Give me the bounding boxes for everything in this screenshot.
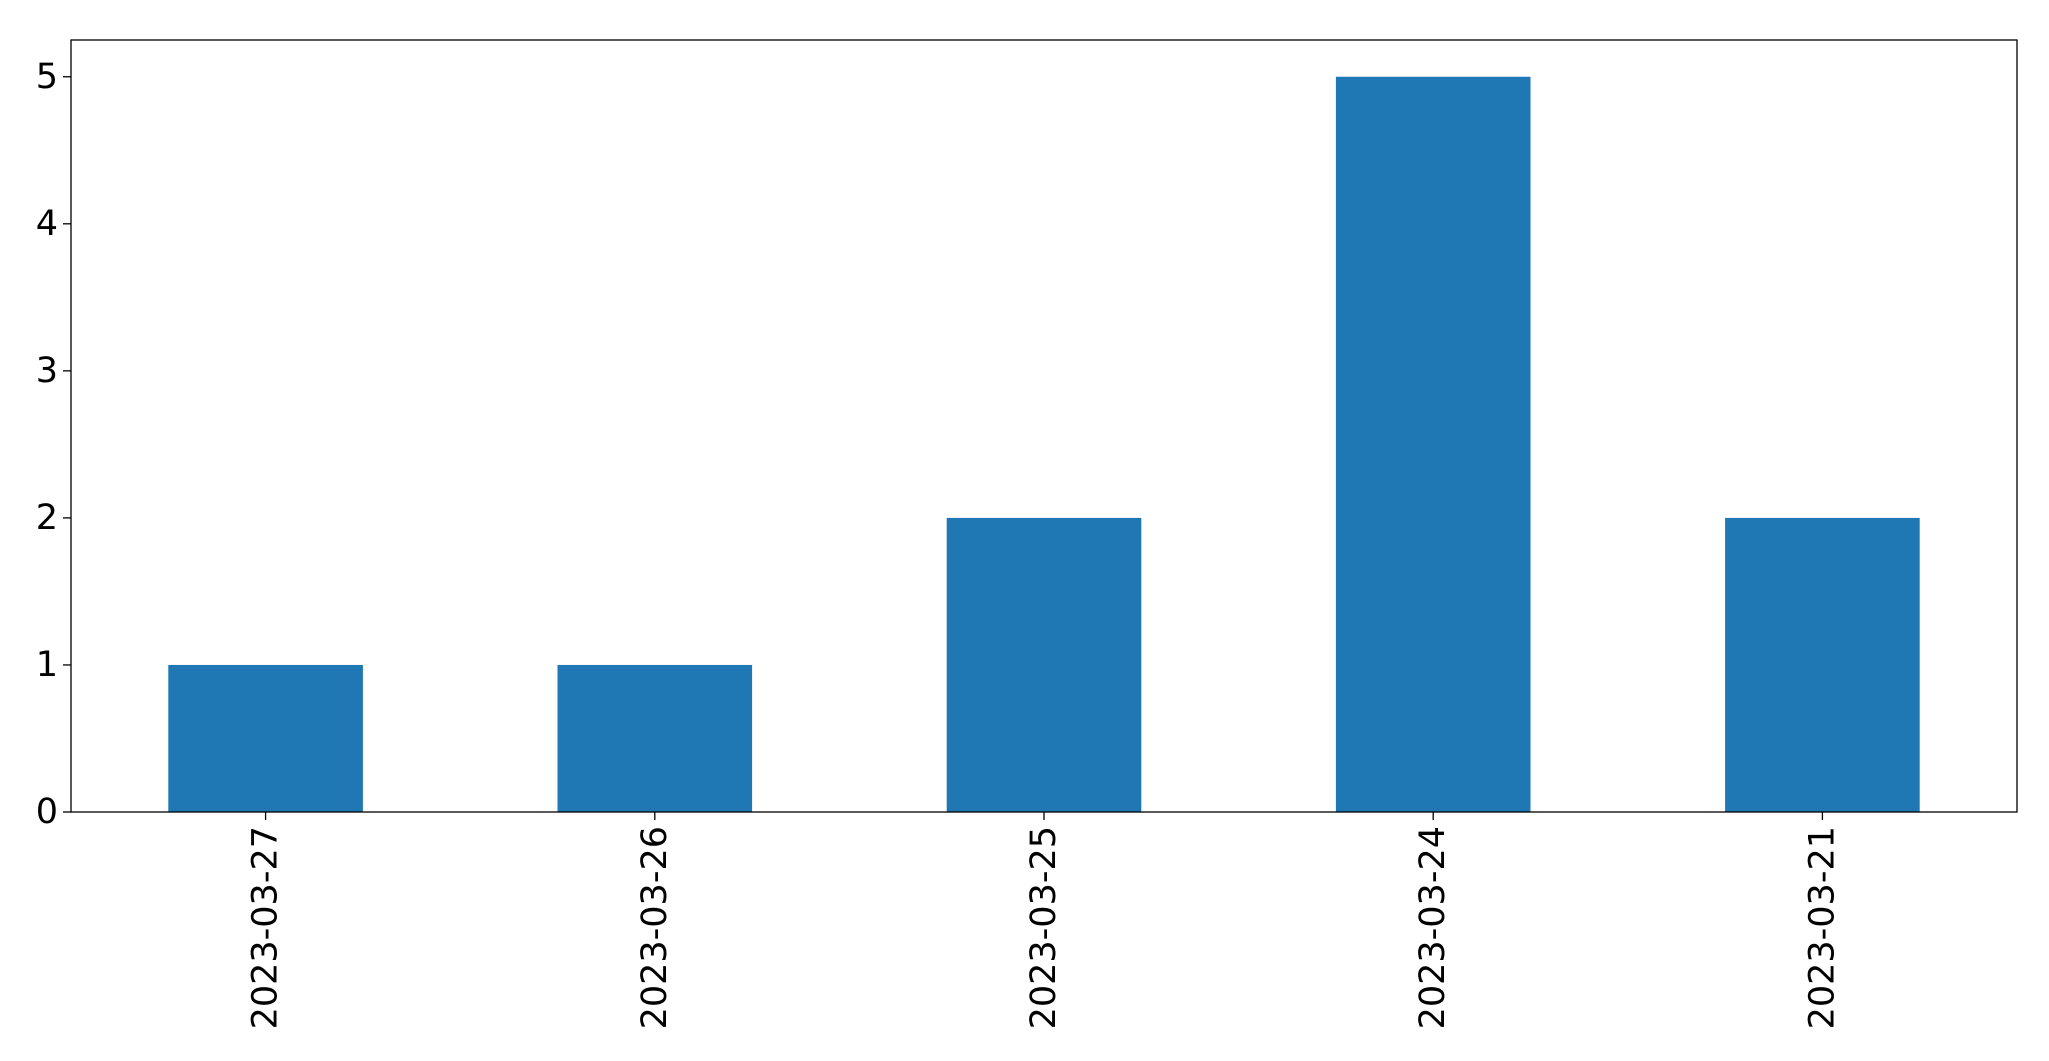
y-tick-label: 4 (36, 204, 58, 244)
bar-2023-03-27 (168, 664, 363, 812)
bar-2023-03-24 (1335, 76, 1531, 812)
x-axis: 2023-03-27 2023-03-26 2023-03-25 2023-03-24… (246, 812, 1842, 1029)
bar-2023-03-21 (1725, 517, 1920, 812)
y-tick-label: 3 (36, 351, 58, 391)
bar-2023-03-26 (557, 664, 753, 812)
y-tick-label: 5 (36, 57, 58, 97)
x-tick-label: 2023-03-26 (635, 826, 675, 1029)
bar-2023-03-25 (946, 517, 1142, 812)
plot-frame (70, 39, 2018, 813)
x-tick-label: 2023-03-24 (1413, 826, 1453, 1029)
bars-group (168, 76, 1920, 812)
y-tick-label: 1 (36, 645, 58, 685)
x-tick-label: 2023-03-21 (1802, 826, 1842, 1029)
y-axis: 0 1 2 3 4 5 (36, 57, 71, 832)
x-tick-label: 2023-03-27 (246, 826, 286, 1029)
y-tick-label: 0 (36, 792, 58, 832)
y-tick-label: 2 (36, 498, 58, 538)
x-tick-label: 2023-03-25 (1024, 826, 1064, 1029)
